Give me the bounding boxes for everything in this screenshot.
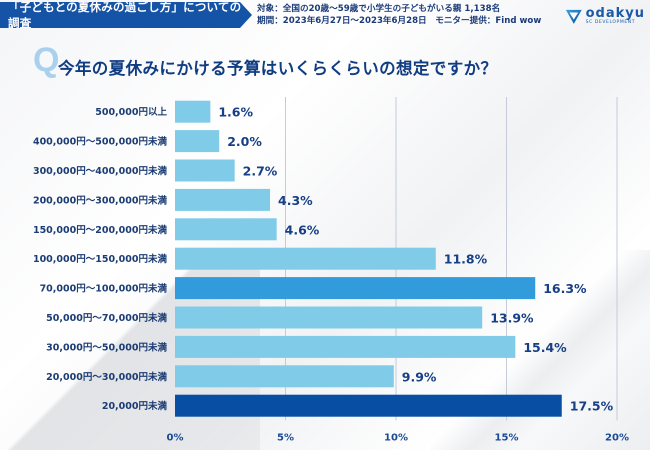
category-label: 20,000円未満 [102,400,168,412]
category-label: 150,000円〜200,000円未満 [33,224,168,236]
bar [175,130,220,153]
question-mark-icon: Q [33,41,60,79]
value-label: 15.4% [523,340,567,355]
x-tick-label: 20% [605,432,629,443]
value-label: 1.6% [218,105,253,120]
category-label: 50,000円〜70,000円未満 [46,312,167,324]
bar [175,100,211,123]
bar [175,247,436,270]
value-label: 11.8% [444,252,488,267]
bar [175,188,271,211]
value-label: 13.9% [490,311,534,326]
bar [175,306,483,329]
category-label: 70,000円〜100,000円未満 [40,283,168,295]
bar [175,365,394,388]
survey-target: 対象：全国の20歳〜59歳で小学生の子どもがいる親 1,138名 [257,4,501,14]
category-label: 300,000円〜400,000円未満 [33,165,168,177]
logo-shield-icon [565,9,582,24]
x-tick-label: 0% [167,432,184,443]
odakyu-logo: odakyu SC DEVELOPMENT [565,3,645,29]
value-label: 4.6% [285,222,320,237]
x-tick-label: 15% [495,432,519,443]
value-label: 2.7% [243,164,278,179]
category-label: 500,000円以上 [95,106,167,118]
category-label: 200,000円〜300,000円未満 [33,194,168,206]
bar [175,277,536,300]
bar [175,218,277,241]
logo-name: odakyu [585,5,645,21]
category-label: 100,000円〜150,000円未満 [33,253,168,265]
value-label: 4.3% [278,193,313,208]
bar [175,335,516,358]
survey-title-banner: 「子どもとの夏休みの過ごし方」についての調査 [0,2,252,28]
x-tick-label: 10% [384,432,408,443]
category-label: 30,000円〜50,000円未満 [46,341,167,353]
x-tick-label: 5% [277,432,294,443]
value-label: 9.9% [402,369,437,384]
category-label: 20,000円〜30,000円未満 [46,371,167,383]
bar [175,394,562,417]
value-label: 2.0% [227,134,262,149]
value-label: 16.3% [543,281,587,296]
category-label: 400,000円〜500,000円未満 [33,136,168,148]
survey-title: 「子どもとの夏休みの過ごし方」についての調査 [8,0,242,30]
survey-period: 期間：2023年6月27日〜2023年6月28日 モニター提供：Find wow [257,16,542,26]
logo-subtitle: SC DEVELOPMENT [585,19,636,25]
question-title: 今年の夏休みにかける予算はいくらくらいの想定ですか？ [58,59,498,78]
bar [175,159,235,182]
survey-info: 対象：全国の20歳〜59歳で小学生の子どもがいる親 1,138名 期間：2023… [257,3,541,27]
value-label: 17.5% [570,399,614,414]
